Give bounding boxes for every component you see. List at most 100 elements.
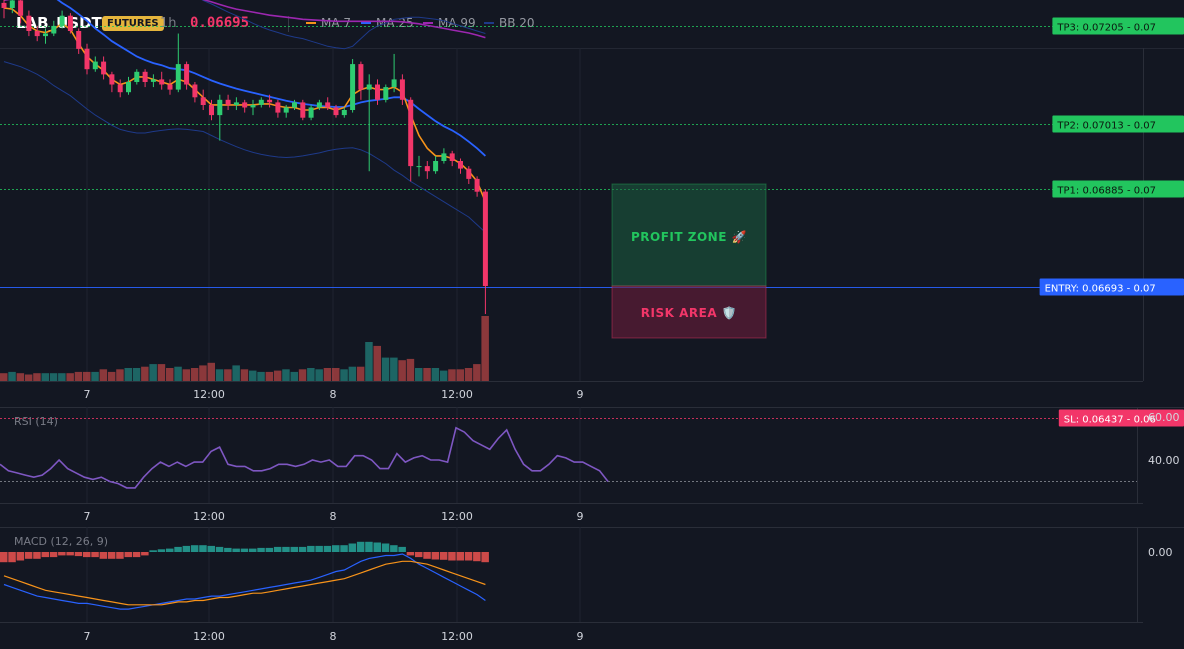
volume-bar xyxy=(431,368,440,381)
macd-histogram-bar xyxy=(157,549,166,552)
candle-body xyxy=(18,0,24,16)
candle-body xyxy=(358,64,364,90)
macd-histogram-bar xyxy=(132,552,141,558)
candle-body xyxy=(325,102,331,108)
macd-histogram-bar xyxy=(207,545,215,552)
volume-bar xyxy=(415,368,423,381)
candle-body xyxy=(283,107,289,113)
macd-histogram-bar xyxy=(464,552,473,561)
candle-body xyxy=(308,107,314,118)
candle-body xyxy=(474,178,480,192)
volume-bar xyxy=(66,373,74,381)
macd-histogram-bar xyxy=(265,547,274,552)
candle-body xyxy=(200,97,206,105)
macd-histogram-bar xyxy=(24,552,33,559)
volume-bar xyxy=(473,364,481,381)
ma99-swatch xyxy=(423,22,433,24)
candle-body xyxy=(126,82,131,93)
volume-bars xyxy=(0,316,489,381)
sl-tag-label: SL: 0.06437 - 0.06 xyxy=(1064,415,1156,426)
volume-bar xyxy=(49,373,58,381)
macd-histogram-bar xyxy=(249,548,257,552)
volume-bar xyxy=(323,368,332,381)
candle-body xyxy=(184,64,190,85)
macd-histogram-bar xyxy=(356,541,365,552)
candle-body xyxy=(192,84,198,98)
candle-body xyxy=(292,102,297,108)
candle-body xyxy=(416,166,422,168)
volume-bar xyxy=(24,374,33,381)
candle-body xyxy=(433,161,439,172)
time-tick-label: 12:00 xyxy=(193,388,225,401)
volume-bar xyxy=(315,369,323,381)
time-axis-labels: 7 7 7 12:00 12:00 12:00 8 8 8 12:00 12:00 12:00 9 9 9 xyxy=(84,388,584,643)
candle-body xyxy=(217,99,223,116)
candle-body xyxy=(258,99,264,105)
macd-histogram-bar xyxy=(448,552,456,561)
candle-body xyxy=(109,74,115,85)
volume-bar xyxy=(249,370,257,381)
macd-histogram-bar xyxy=(83,552,91,558)
volume-bar xyxy=(224,369,232,381)
volume-bar xyxy=(282,369,290,381)
rsi-line xyxy=(0,426,609,489)
time-tick-label: 7 xyxy=(84,510,91,523)
macd-histogram-bar xyxy=(340,545,348,552)
candle-body xyxy=(383,87,389,100)
candle-body xyxy=(441,153,447,161)
volume-bar xyxy=(199,365,207,381)
volume-bar xyxy=(190,368,199,381)
volume-bar xyxy=(166,368,174,381)
candle-body xyxy=(366,84,372,90)
candle-body xyxy=(482,191,488,286)
profit-zone xyxy=(611,183,767,287)
tp1-tag xyxy=(1052,180,1184,198)
macd-histogram-bar xyxy=(107,552,116,559)
rsi-tick-60: 60.00 xyxy=(1148,411,1180,424)
candle-body xyxy=(117,84,123,93)
macd-title: MACD (12, 26, 9) xyxy=(14,535,108,548)
volume-bar xyxy=(215,369,224,381)
macd-histogram-bar xyxy=(348,543,357,552)
macd-histogram-bar xyxy=(456,552,464,561)
volume-bar xyxy=(298,369,307,381)
macd-histogram-bar xyxy=(16,552,25,561)
candle-body xyxy=(43,33,48,37)
candle-body xyxy=(175,64,181,90)
macd-histogram-bar xyxy=(49,552,58,558)
macd-line xyxy=(3,553,486,610)
volume-bar xyxy=(174,366,182,381)
candle-body xyxy=(275,102,281,113)
macd-histogram-bar xyxy=(91,552,99,558)
macd-histogram-bar xyxy=(124,552,132,558)
timeframe-label[interactable]: 1h xyxy=(160,16,177,31)
candle-body xyxy=(150,79,156,82)
macd-histogram-bar xyxy=(481,552,489,563)
volume-bar xyxy=(58,373,66,381)
volume-bar xyxy=(290,371,298,381)
candle-body xyxy=(51,25,57,34)
candle-body xyxy=(9,0,15,8)
volume-bar xyxy=(33,373,41,381)
macd-histogram-bar xyxy=(141,552,149,556)
vertical-gridlines xyxy=(86,48,581,622)
candle-body xyxy=(209,104,214,116)
volume-bar xyxy=(41,373,49,381)
macd-histogram-bar xyxy=(398,546,406,552)
macd-histogram-bar xyxy=(273,546,282,552)
legend-ma99[interactable]: MA 99 xyxy=(423,16,476,30)
tp1-tag-label: TP1: 0.06885 - 0.07 xyxy=(1056,186,1156,197)
tp2-tag xyxy=(1052,115,1184,133)
candle-body xyxy=(333,107,339,116)
candle-body xyxy=(466,168,472,179)
tp3-tag-label: TP3: 0.07205 - 0.07 xyxy=(1056,23,1156,34)
candles xyxy=(1,0,488,315)
volume-bar xyxy=(99,369,108,381)
candle-body xyxy=(59,15,65,26)
pane-frames xyxy=(0,48,1184,623)
volume-bar xyxy=(240,369,249,381)
bb-lower-line xyxy=(3,61,486,233)
macd-histogram-bar xyxy=(323,545,332,552)
time-tick-label: 12:00 xyxy=(441,630,473,643)
